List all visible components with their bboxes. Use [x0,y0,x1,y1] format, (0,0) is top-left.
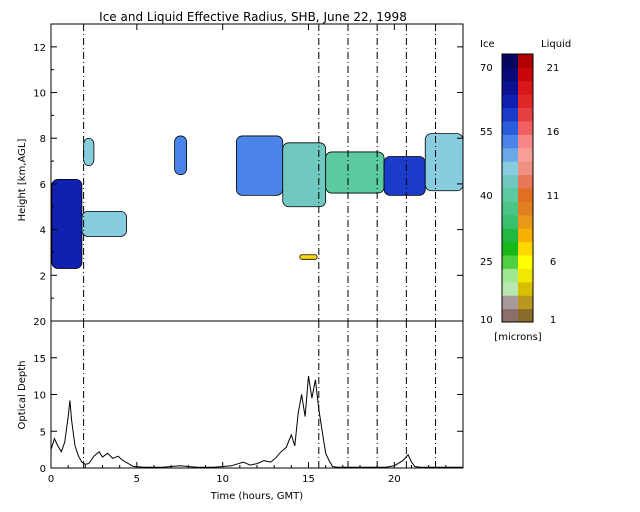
colorbar-liquid-swatch-13 [518,147,533,162]
colorbar-liquid-tick-11: 11 [547,191,560,202]
cloud-region-10 [299,254,318,260]
colorbar-ice-swatch-8 [502,214,518,229]
colorbar-ice-swatch-19 [502,67,518,82]
cloud-region-7 [325,151,385,194]
od-tick-label-20: 20 [33,317,46,328]
time-axis-label: Time (hours, GMT) [210,491,304,502]
colorbar-liquid-swatch-11 [518,174,533,189]
bottom-plot-frame [50,320,464,469]
colorbar-ice-swatch-9 [502,201,518,216]
colorbar-liquid-swatch-7 [518,228,533,243]
height-axis: 2 4 6 8 10 12 [33,43,463,299]
colorbar-ice-tick-25: 25 [480,257,493,268]
cloud-region-3 [83,137,95,167]
colorbar-ice-tick-70: 70 [480,63,493,74]
colorbar-ice-tick-10: 10 [480,315,493,326]
colorbar-liquid-swatch-14 [518,134,533,149]
colorbar-liquid-tick-6: 6 [550,257,556,268]
od-tick-label-15: 15 [33,354,46,365]
time-tick-label-20: 20 [388,474,401,485]
colorbar-liquid-swatch-10 [518,188,533,202]
height-axis-label: Height [km,AGL] [17,139,28,222]
colorbar-ice-swatch-20 [502,54,518,68]
colorbar-liquid-swatch-3 [518,281,533,296]
colorbar-liquid-swatch-8 [518,214,533,229]
colorbar-liquid-swatch-19 [518,67,533,82]
colorbar-ice-tick-55: 55 [480,127,493,138]
colorbar-liquid-swatch-12 [518,161,533,176]
colorbar-ice-swatch-11 [502,174,518,189]
od-tick-label-5: 5 [40,427,46,438]
colorbar-liquid-tick-21: 21 [547,63,560,74]
colorbar-liquid-swatch-15 [518,121,533,135]
colorbar-ice-swatch-12 [502,161,518,176]
optical-depth-series [51,376,463,468]
colorbar-ice-swatch-16 [502,107,518,122]
height-tick-label-12: 12 [33,43,46,54]
colorbar-liquid-swatch-1 [518,308,533,323]
colorbar-liquid-swatch-6 [518,241,533,256]
height-tick-label-10: 10 [33,89,46,100]
optical-depth-line [51,376,463,468]
time-tick-label-10: 10 [216,474,229,485]
chart-title: Ice and Liquid Effective Radius, SHB, Ju… [99,10,407,24]
radius-image [51,133,463,269]
cloud-region-2 [81,210,127,237]
colorbar-ice-swatch-2 [502,295,518,310]
colorbar-liquid-swatch-2 [518,295,533,310]
colorbar-liquid-swatch-18 [518,80,533,95]
colorbar-ice-swatch-14 [502,134,518,149]
colorbar-ice-swatch-10 [502,188,518,202]
colorbar-ice-swatch-7 [502,228,518,243]
colorbar-liquid-swatch-20 [518,54,533,68]
time-tick-label-5: 5 [134,474,140,485]
colorbar-frame [501,53,534,323]
od-tick-label-0: 0 [40,464,46,475]
colorbar-liquid-label: Liquid [541,39,571,50]
cloud-region-8 [383,156,426,196]
colorbar-liquid-tick-16: 16 [547,127,560,138]
cloud-region-5 [235,135,284,196]
optical-depth-axis: 0 5 10 15 20 [33,317,463,475]
height-tick-label-8: 8 [40,134,46,145]
colorbar-ice-label: Ice [480,39,495,50]
colorbar-liquid-swatch-17 [518,94,533,109]
optical-depth-axis-label: Optical Depth [17,361,28,430]
colorbar-ice-swatch-5 [502,255,518,269]
height-tick-label-4: 4 [40,226,46,237]
colorbar-ice-swatch-6 [502,241,518,256]
colorbar-ice-swatch-17 [502,94,518,109]
colorbar-liquid-swatch-16 [518,107,533,122]
od-tick-label-10: 10 [33,391,46,402]
colorbar-ice-swatch-13 [502,147,518,162]
height-tick-label-2: 2 [40,271,46,282]
height-tick-label-6: 6 [40,180,46,191]
cloud-region-1 [51,178,83,269]
cloud-region-9 [424,133,463,192]
colorbar-ice-swatch-18 [502,80,518,95]
colorbar-ice-swatch-3 [502,281,518,296]
colorbar-liquid-swatch-5 [518,255,533,269]
colorbar-liquid-swatch-9 [518,201,533,216]
colorbar-ice-swatch-15 [502,121,518,135]
colorbar-ice-swatch-1 [502,308,518,323]
time-axis: 0 5 10 15 20 [48,24,447,485]
colorbar-units: [microns] [494,332,541,343]
colorbar-ice-swatch-4 [502,268,518,283]
bottom-dashed-lines [83,321,437,468]
time-tick-label-0: 0 [48,474,54,485]
time-tick-label-15: 15 [302,474,315,485]
cloud-region-4 [174,135,188,176]
colorbar-ice-tick-40: 40 [480,191,493,202]
colorbar-liquid-swatch-4 [518,268,533,283]
colorbar-liquid-tick-1: 1 [550,315,556,326]
